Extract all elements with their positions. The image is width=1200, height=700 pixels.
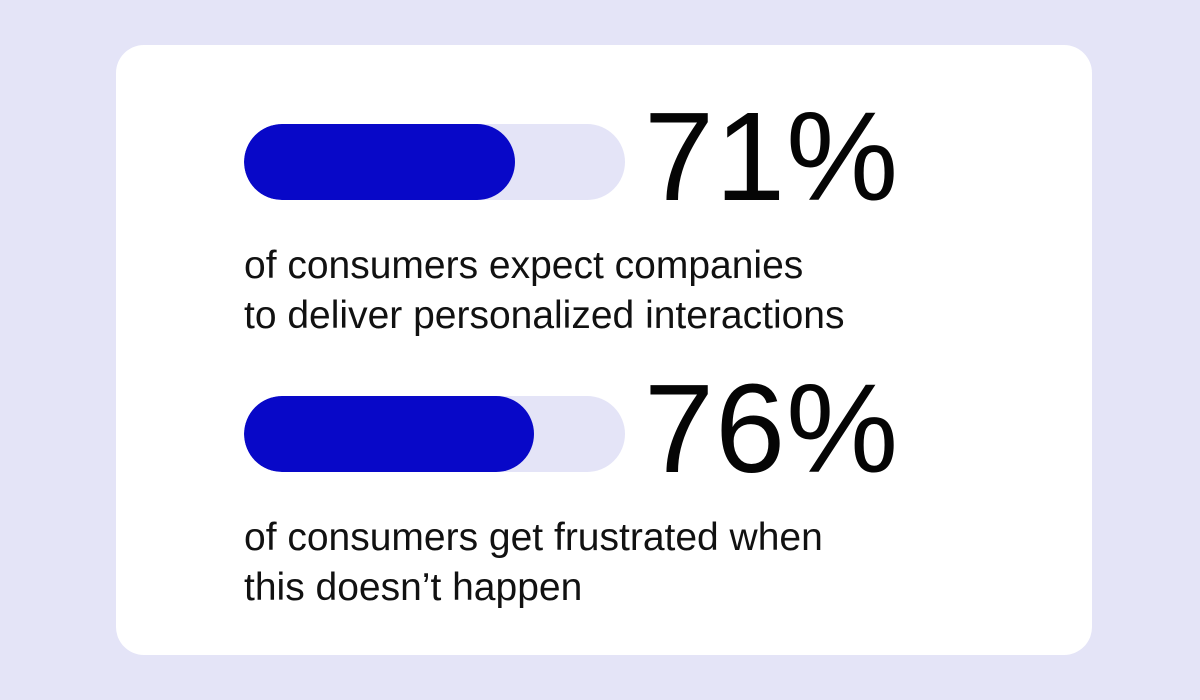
progress-bar-track: [244, 124, 625, 200]
stat-caption-line: of consumers get frustrated when: [244, 516, 823, 559]
stat-caption-line: to deliver personalized interactions: [244, 294, 845, 337]
progress-bar-fill: [244, 124, 515, 200]
stat-caption: of consumers expect companies to deliver…: [244, 241, 944, 341]
stat-row: 71%: [244, 89, 944, 231]
stat-caption: of consumers get frustrated when this do…: [244, 513, 944, 613]
progress-bar-fill: [244, 396, 534, 472]
stat-row: 76%: [244, 361, 944, 503]
stat-percentage: 76%: [644, 358, 900, 499]
stat-caption-line: of consumers expect companies: [244, 244, 804, 287]
stat-caption-line: this doesn’t happen: [244, 566, 583, 609]
progress-bar-track: [244, 396, 625, 472]
stat-block-frustration: 76% of consumers get frustrated when thi…: [244, 361, 944, 613]
stat-block-personalization: 71% of consumers expect companies to del…: [244, 89, 944, 341]
stat-percentage: 71%: [644, 86, 900, 227]
